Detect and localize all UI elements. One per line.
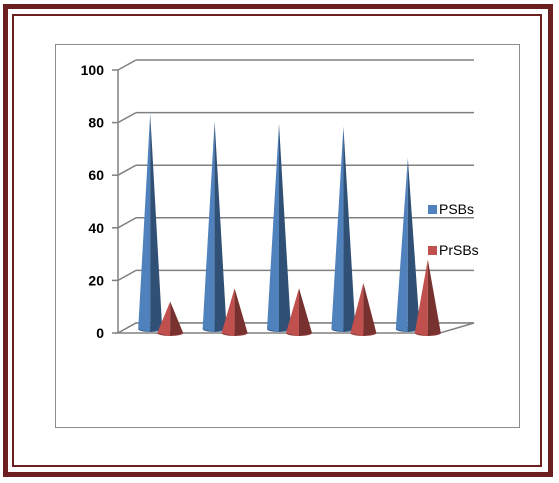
cone-psbs [138, 113, 163, 332]
cone-psbs [267, 123, 291, 332]
cone-prsbs [350, 283, 377, 336]
gridline-side [117, 111, 137, 124]
cone-prsbs [157, 301, 184, 336]
legend-swatch [428, 205, 437, 214]
chart-area [55, 44, 520, 428]
cone-psbs [395, 158, 420, 332]
outer-frame-border [3, 4, 553, 477]
inner-frame-border [12, 14, 542, 467]
y-tick-label: 100 [81, 62, 105, 78]
y-tick-label: 0 [96, 325, 104, 341]
cone-psbs [331, 126, 356, 333]
gridline-side [117, 269, 137, 282]
gridlines [117, 59, 474, 334]
y-tick-label: 40 [88, 220, 104, 236]
cone-prsbs [414, 259, 441, 336]
legend: PSBs PrSBs [428, 201, 479, 258]
y-tick-label: 60 [88, 167, 104, 183]
y-tick-label: 20 [88, 272, 104, 288]
axes [112, 69, 475, 334]
y-tick-labels: 0 20 40 60 80 100 [81, 62, 105, 341]
cone-prsbs [286, 288, 312, 336]
gridline-side [117, 59, 137, 71]
cone-psbs [202, 121, 227, 332]
cone-prsbs [221, 288, 248, 336]
legend-swatch [428, 246, 437, 255]
gridline-side [117, 164, 137, 176]
data-marks [138, 113, 441, 336]
legend-label: PSBs [439, 201, 474, 217]
gridline-side [117, 217, 137, 229]
legend-label: PrSBs [439, 242, 479, 258]
y-tick-label: 80 [88, 115, 104, 131]
